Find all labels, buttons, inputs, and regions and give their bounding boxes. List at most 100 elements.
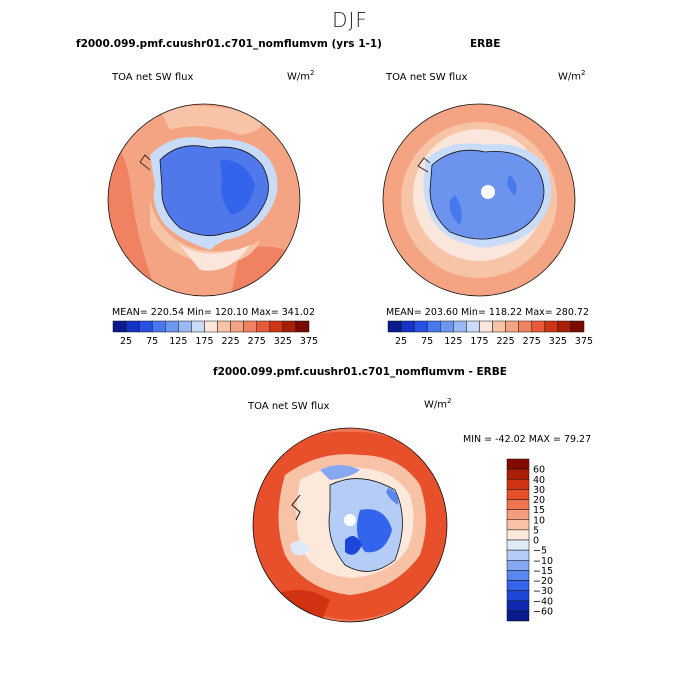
obs-colorbar-swatch <box>492 320 506 333</box>
model-units-label: W/m2 <box>287 69 315 83</box>
model-colorbar-swatch <box>295 320 310 333</box>
obs-colorbar-tick-label: 25 <box>395 336 407 347</box>
diff-units-label: W/m2 <box>424 397 452 411</box>
model-colorbar-swatch <box>191 320 205 333</box>
diff-colorbar-swatch <box>506 479 530 490</box>
model-colorbar-tick-label: 375 <box>300 336 318 347</box>
obs-colorbar-swatch <box>557 320 572 333</box>
diff-colorbar-swatch <box>506 489 530 500</box>
obs-colorbar-swatch <box>413 320 428 333</box>
model-colorbar-tick-label: 225 <box>222 336 240 347</box>
diff-colorbar-swatch <box>506 580 530 591</box>
diff-colorbar-tick-label: −10 <box>533 556 553 567</box>
model-variable-label: TOA net SW flux <box>112 72 194 83</box>
model-colorbar-tick-label: 125 <box>169 336 187 347</box>
model-colorbar-swatch <box>230 320 244 333</box>
model-colorbar-tick-label: 275 <box>248 336 266 347</box>
obs-colorbar-swatch <box>570 320 585 333</box>
diff-colorbar-swatch <box>506 468 530 480</box>
obs-panel-title: ERBE <box>470 38 501 50</box>
diff-colorbar-swatch <box>506 539 530 551</box>
diff-colorbar-swatch <box>506 529 530 541</box>
diff-colorbar-tick-label: −30 <box>533 586 553 597</box>
diff-colorbar-tick-label: 5 <box>533 525 539 536</box>
diff-colorbar-tick-label: 60 <box>533 465 545 476</box>
obs-colorbar-swatch <box>544 320 559 333</box>
obs-colorbar-tick-label: 125 <box>444 336 462 347</box>
diff-colorbar-tick-label: −40 <box>533 596 553 607</box>
model-map-border <box>107 103 301 297</box>
diff-colorbar-tick-label: 15 <box>533 505 545 516</box>
model-colorbar-swatch <box>282 320 297 333</box>
model-colorbar-tick-label: 325 <box>274 336 292 347</box>
diff-colorbar-tick-label: 10 <box>533 515 545 526</box>
model-colorbar: 25 75 125 175 225 275 325 375 <box>112 320 318 347</box>
model-colorbar-swatch <box>125 320 140 333</box>
model-panel-title: f2000.099.pmf.cuushr01.c701_nomflumvm (y… <box>76 38 382 50</box>
model-colorbar-swatch <box>112 320 127 333</box>
diff-colorbar-swatch <box>506 509 530 520</box>
obs-variable-label: TOA net SW flux <box>386 72 468 83</box>
model-colorbar-swatch <box>217 320 231 333</box>
diff-colorbar-swatch <box>506 590 530 601</box>
diff-colorbar-swatch <box>506 519 530 531</box>
obs-colorbar: 25 75 125 175 225 275 325 375 <box>387 320 593 347</box>
obs-stats: MEAN= 203.60 Min= 118.22 Max= 280.72 <box>386 307 590 318</box>
obs-colorbar-tick-label: 325 <box>549 336 567 347</box>
model-colorbar-tick-label: 175 <box>195 336 213 347</box>
diff-colorbar-tick-label: 0 <box>533 536 539 547</box>
diff-map-border <box>252 427 448 623</box>
obs-map-border <box>382 103 576 297</box>
obs-colorbar-swatch <box>400 320 415 333</box>
model-colorbar-swatch <box>243 320 257 333</box>
model-colorbar-swatch <box>269 320 284 333</box>
diff-colorbar-swatch <box>506 549 530 561</box>
obs-colorbar-tick-label: 75 <box>421 336 433 347</box>
model-colorbar-swatch <box>256 320 271 333</box>
diff-colorbar-tick-label: 40 <box>533 475 545 486</box>
diff-colorbar-tick-label: −20 <box>533 576 553 587</box>
obs-colorbar-swatch <box>440 320 454 333</box>
obs-colorbar-tick-label: 375 <box>575 336 593 347</box>
obs-colorbar-swatch <box>518 320 532 333</box>
obs-colorbar-swatch <box>453 320 467 333</box>
obs-colorbar-swatch <box>426 320 441 333</box>
diff-map <box>253 428 447 622</box>
diff-variable-label: TOA net SW flux <box>248 401 330 412</box>
obs-colorbar-tick-label: 225 <box>497 336 515 347</box>
model-colorbar-swatch <box>138 320 153 333</box>
diff-colorbar-swatch <box>506 570 530 581</box>
model-colorbar-tick-label: 75 <box>146 336 158 347</box>
diff-colorbar-swatch <box>506 610 530 622</box>
model-colorbar-tick-label: 25 <box>120 336 132 347</box>
obs-colorbar-swatch <box>466 320 480 333</box>
model-colorbar-swatch <box>151 320 166 333</box>
diff-colorbar-swatch <box>506 560 530 571</box>
diff-colorbar-swatch <box>506 600 530 612</box>
obs-colorbar-swatch <box>531 320 546 333</box>
obs-colorbar-swatch <box>387 320 402 333</box>
model-colorbar-swatch <box>204 320 218 333</box>
diff-colorbar-tick-label: −60 <box>533 606 553 617</box>
obs-colorbar-tick-label: 275 <box>523 336 541 347</box>
model-colorbar-swatch <box>165 320 179 333</box>
diff-colorbar-tick-label: −15 <box>533 566 553 577</box>
diff-colorbar-tick-label: 30 <box>533 485 545 496</box>
diff-colorbar-tick-label: 20 <box>533 495 545 506</box>
diff-panel-title: f2000.099.pmf.cuushr01.c701_nomflumvm - … <box>213 366 507 378</box>
model-colorbar-swatch <box>178 320 192 333</box>
obs-colorbar-swatch <box>479 320 493 333</box>
model-map <box>108 104 300 296</box>
model-stats: MEAN= 220.54 Min= 120.10 Max= 341.02 <box>112 307 316 318</box>
diff-minmax: MIN = -42.02 MAX = 79.27 <box>463 434 592 445</box>
figure-title: DJF <box>332 8 368 32</box>
obs-map <box>383 104 575 296</box>
diff-colorbar-swatch <box>506 458 530 470</box>
obs-colorbar-tick-label: 175 <box>470 336 488 347</box>
obs-units-label: W/m2 <box>558 69 586 83</box>
obs-colorbar-swatch <box>505 320 519 333</box>
diff-colorbar-swatch <box>506 499 530 510</box>
